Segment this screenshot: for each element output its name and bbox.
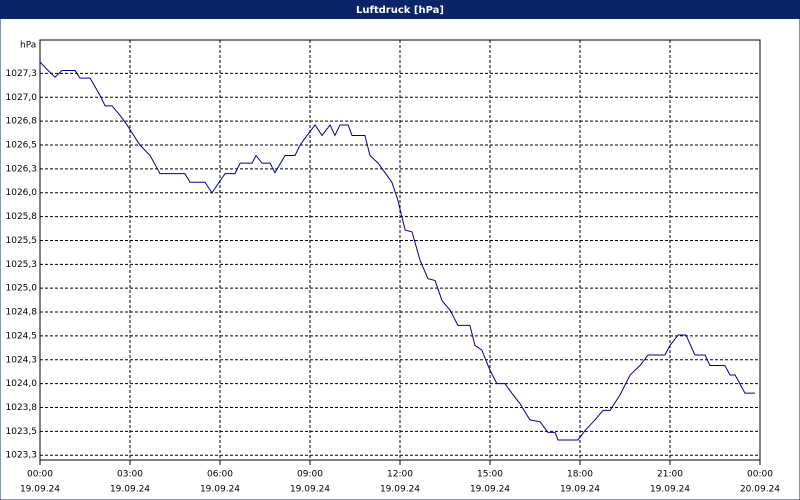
plot-border bbox=[39, 39, 761, 461]
x-tick-date: 19.09.24 bbox=[290, 485, 330, 495]
y-tick-label: 1027,3 bbox=[6, 69, 38, 79]
y-tick-label: 1025,5 bbox=[6, 236, 38, 246]
x-tick-date: 19.09.24 bbox=[470, 485, 510, 495]
x-tick-date: 20.09.24 bbox=[740, 485, 780, 495]
x-tick-label: 09:00 bbox=[297, 470, 323, 480]
x-tick-date: 19.09.24 bbox=[200, 485, 240, 495]
x-tick-date: 19.09.24 bbox=[110, 485, 150, 495]
y-tick-label: 1024,5 bbox=[6, 331, 38, 341]
chart-title: Luftdruck [hPa] bbox=[356, 5, 444, 16]
x-tick-label: 12:00 bbox=[387, 470, 413, 480]
y-tick-label: 1024,0 bbox=[6, 379, 38, 389]
y-tick-label: 1026,5 bbox=[6, 141, 38, 151]
line bbox=[39, 61, 755, 441]
y-tick-label: 1023,5 bbox=[6, 427, 38, 437]
y-tick-label: 1026,0 bbox=[6, 188, 38, 198]
y-tick-label: 1025,3 bbox=[6, 260, 38, 270]
y-tick-label: 1024,3 bbox=[6, 355, 38, 365]
title-bar bbox=[0, 0, 800, 19]
x-tick-label: 15:00 bbox=[477, 470, 503, 480]
x-tick-label: 06:00 bbox=[207, 470, 233, 480]
x-tick-label: 00:00 bbox=[747, 470, 773, 480]
y-tick-label: 1023,8 bbox=[6, 403, 38, 413]
y-tick-label: 1025,0 bbox=[6, 284, 38, 294]
y-tick-label: 1026,8 bbox=[6, 117, 38, 127]
x-tick-label: 00:00 bbox=[27, 470, 53, 480]
y-unit: hPa bbox=[20, 41, 36, 51]
x-tick-label: 21:00 bbox=[657, 470, 683, 480]
y-tick-label: 1023,3 bbox=[6, 451, 38, 461]
x-tick-label: 18:00 bbox=[567, 470, 593, 480]
x-tick-date: 19.09.24 bbox=[560, 485, 600, 495]
y-tick-label: 1024,8 bbox=[6, 308, 38, 318]
x-tick-date: 19.09.24 bbox=[650, 485, 690, 495]
y-tick-label: 1027,0 bbox=[6, 93, 38, 103]
x-tick-label: 03:00 bbox=[117, 470, 143, 480]
y-tick-label: 1025,8 bbox=[6, 212, 38, 222]
y-tick-label: 1026,3 bbox=[6, 164, 38, 174]
x-tick-date: 19.09.24 bbox=[380, 485, 420, 495]
x-tick-date: 19.09.24 bbox=[20, 485, 60, 495]
